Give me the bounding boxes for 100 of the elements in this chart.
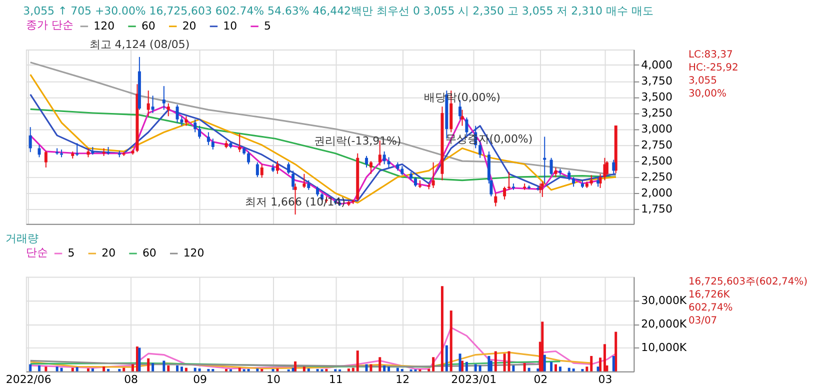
x-tick-label: 09	[193, 372, 208, 386]
bar	[512, 365, 515, 372]
bar	[56, 366, 58, 372]
bar	[445, 345, 448, 372]
bar	[38, 365, 41, 372]
bar	[383, 365, 386, 372]
bar	[356, 350, 359, 372]
bar	[428, 368, 430, 372]
candlestick	[369, 160, 372, 174]
bar	[272, 368, 274, 372]
bar	[162, 360, 166, 372]
candlestick	[503, 186, 506, 200]
annotation: 권리락(-13,91%)	[314, 134, 402, 148]
text: 602,74%	[688, 302, 733, 314]
bar	[378, 357, 382, 372]
bar	[450, 310, 452, 372]
y-tick-label: 4,000	[641, 58, 672, 72]
y-tick-label: 2,500	[641, 154, 672, 168]
candlestick	[198, 125, 202, 140]
bar	[292, 368, 294, 372]
candlestick	[180, 116, 184, 126]
candlestick	[414, 176, 417, 188]
candlestick	[260, 164, 264, 178]
y-tick-label: 3,500	[641, 90, 672, 104]
bar	[347, 368, 350, 372]
candlestick	[432, 162, 435, 188]
candlestick	[494, 192, 498, 207]
bar	[260, 368, 264, 372]
bar	[294, 361, 297, 372]
x-tick-label: 03	[598, 372, 612, 386]
bar	[581, 368, 584, 372]
bar	[102, 366, 106, 372]
candlestick	[194, 118, 197, 133]
bar	[91, 368, 94, 372]
legend-label: 120	[94, 19, 115, 32]
candlestick	[44, 150, 48, 168]
bar	[458, 354, 462, 372]
y-tick-label: 2,250	[641, 170, 672, 184]
bar	[29, 364, 32, 372]
text: 16,725,603주(602,74%)	[688, 276, 808, 288]
bar	[440, 286, 444, 372]
bar	[396, 368, 399, 372]
bar	[370, 364, 372, 372]
text: 16,726K	[688, 290, 730, 301]
candlestick	[238, 133, 242, 153]
annotation: 최고 4,124 (08/05)	[89, 38, 190, 52]
legend-label: 20	[102, 246, 116, 260]
candlestick	[572, 176, 576, 188]
bar	[176, 365, 179, 372]
bar	[212, 368, 214, 372]
bar	[603, 344, 606, 372]
y-tick-label: 3,750	[641, 74, 672, 88]
y-tick-label: 1,750	[641, 202, 672, 216]
y-tick-label: 10,000K	[641, 341, 688, 354]
text: 30,00%	[688, 88, 726, 100]
bar	[86, 368, 90, 372]
bar	[122, 368, 126, 372]
bar	[352, 368, 354, 372]
bar	[543, 354, 546, 372]
bar	[60, 368, 63, 372]
bar	[194, 368, 196, 372]
candlestick	[166, 102, 170, 117]
bar	[612, 356, 615, 372]
candlestick	[162, 86, 166, 110]
bar	[508, 351, 510, 372]
candlestick	[612, 159, 616, 174]
y-tick-label: 2,000	[641, 186, 672, 200]
candlestick	[543, 136, 546, 184]
bar	[494, 351, 497, 372]
candlestick	[287, 162, 290, 174]
candlestick	[508, 171, 510, 190]
bar	[478, 365, 482, 372]
candlestick	[538, 183, 542, 194]
bar	[568, 368, 570, 372]
bar	[307, 368, 310, 372]
bar	[465, 362, 468, 372]
bar	[388, 366, 390, 372]
legend-label: 20	[182, 19, 196, 32]
bar	[238, 368, 241, 372]
candlestick	[554, 166, 558, 178]
bar	[207, 368, 210, 372]
bar	[536, 368, 540, 372]
candlestick	[151, 95, 154, 114]
candlestick	[590, 174, 593, 186]
candlestick	[28, 126, 32, 153]
candlestick	[598, 173, 602, 188]
x-tick-label: 2022/06	[6, 372, 52, 386]
bar	[276, 368, 279, 372]
candlestick	[276, 160, 279, 174]
bar	[528, 368, 530, 372]
bar	[147, 358, 150, 372]
candlestick	[568, 170, 571, 181]
chart-subtitle: 3,055 ↑ 705 +30.00% 16,725,603 602.74% 54.63% 46,442백만 최우선 0 3,055 시 2,350 고 3,055 저 2,310 매수 매도	[23, 4, 654, 18]
bar	[302, 366, 306, 372]
bar	[550, 362, 553, 372]
bar	[590, 356, 593, 372]
y-tick-label: 20,000K	[641, 318, 688, 331]
bar	[118, 368, 121, 372]
candlestick	[316, 186, 320, 197]
candlestick	[206, 132, 210, 146]
